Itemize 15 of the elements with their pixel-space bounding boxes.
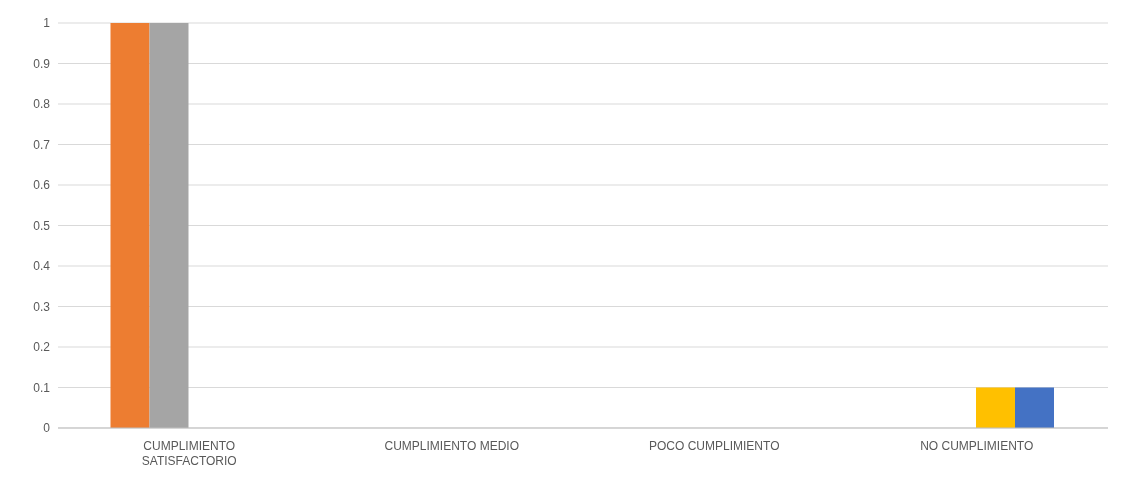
x-tick-label: POCO CUMPLIMIENTO xyxy=(649,439,780,453)
y-tick-label: 0.5 xyxy=(33,218,51,233)
y-tick-label: 0.1 xyxy=(33,380,51,395)
y-tick-label: 1 xyxy=(43,16,51,31)
y-tick-label: 0.9 xyxy=(33,56,51,71)
y-tick-label: 0.3 xyxy=(33,299,51,314)
x-tick-label: CUMPLIMIENTO MEDIO xyxy=(384,439,519,453)
x-tick-label: CUMPLIMIENTO SATISFACTORIO xyxy=(141,439,237,468)
y-tick-label: 0 xyxy=(43,421,51,436)
y-tick-label: 0.2 xyxy=(33,340,51,355)
x-tick-label: NO CUMPLIMIENTO xyxy=(920,439,1034,453)
y-tick-label: 0.7 xyxy=(33,137,51,152)
y-tick-label: 0.4 xyxy=(33,259,51,274)
y-tick-label: 0.8 xyxy=(33,97,51,112)
y-tick-label: 0.6 xyxy=(33,178,51,193)
